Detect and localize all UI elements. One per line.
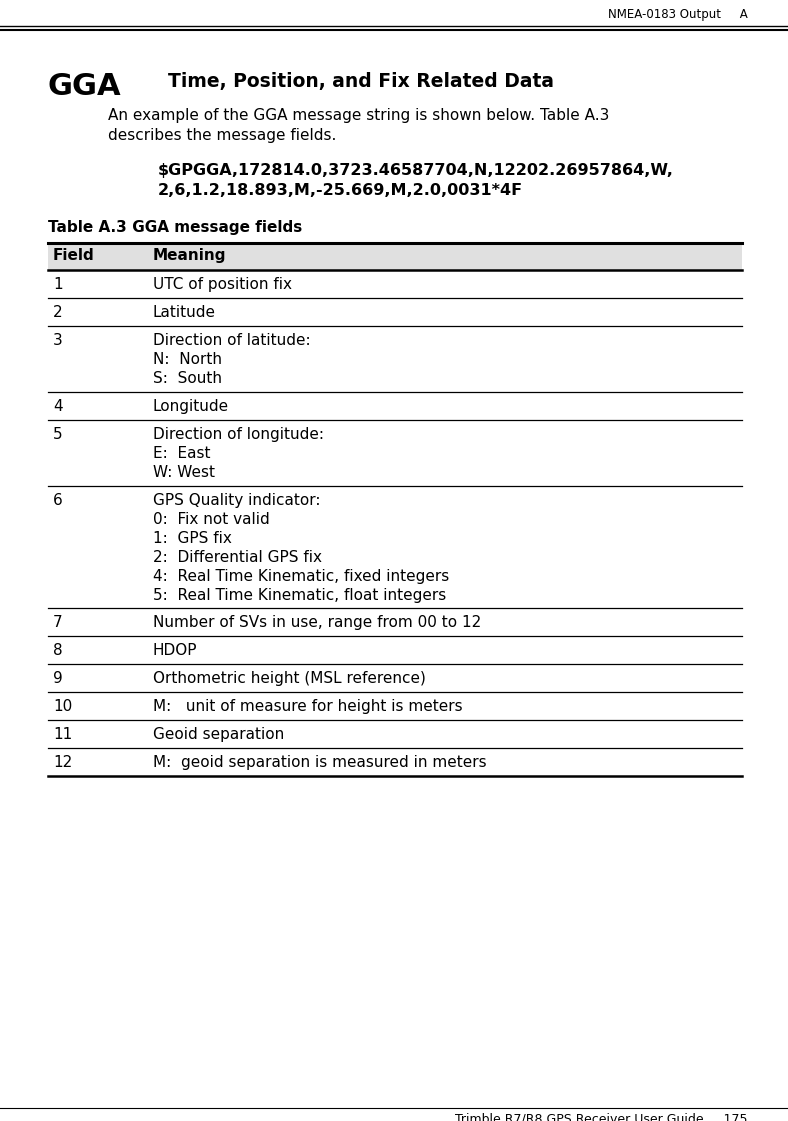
Text: Latitude: Latitude bbox=[153, 305, 216, 319]
Text: 11: 11 bbox=[53, 728, 72, 742]
Text: 1: 1 bbox=[53, 277, 62, 291]
Text: 5: 5 bbox=[53, 427, 62, 442]
Text: 12: 12 bbox=[53, 756, 72, 770]
Text: Time, Position, and Fix Related Data: Time, Position, and Fix Related Data bbox=[168, 72, 554, 91]
Text: 5:  Real Time Kinematic, float integers: 5: Real Time Kinematic, float integers bbox=[153, 589, 446, 603]
Text: 6: 6 bbox=[53, 493, 63, 508]
Text: GPS Quality indicator:: GPS Quality indicator: bbox=[153, 493, 321, 508]
Text: S:  South: S: South bbox=[153, 371, 222, 386]
Text: GGA message fields: GGA message fields bbox=[106, 220, 303, 235]
Text: W: West: W: West bbox=[153, 465, 215, 480]
Text: 3: 3 bbox=[53, 333, 63, 348]
Text: 4:  Real Time Kinematic, fixed integers: 4: Real Time Kinematic, fixed integers bbox=[153, 569, 449, 584]
Text: 1:  GPS fix: 1: GPS fix bbox=[153, 531, 232, 546]
Bar bbox=[48, 243, 742, 270]
Text: describes the message fields.: describes the message fields. bbox=[108, 128, 336, 143]
Text: E:  East: E: East bbox=[153, 446, 210, 461]
Text: 4: 4 bbox=[53, 399, 62, 414]
Text: Geoid separation: Geoid separation bbox=[153, 728, 284, 742]
Text: 2:  Differential GPS fix: 2: Differential GPS fix bbox=[153, 550, 322, 565]
Text: 2,6,1.2,18.893,M,-25.669,M,2.0,0031*4F: 2,6,1.2,18.893,M,-25.669,M,2.0,0031*4F bbox=[158, 183, 523, 198]
Text: 9: 9 bbox=[53, 671, 63, 686]
Text: Trimble R7/R8 GPS Receiver User Guide     175: Trimble R7/R8 GPS Receiver User Guide 17… bbox=[455, 1112, 748, 1121]
Text: An example of the GGA message string is shown below. Table A.3: An example of the GGA message string is … bbox=[108, 108, 609, 123]
Text: Number of SVs in use, range from 00 to 12: Number of SVs in use, range from 00 to 1… bbox=[153, 615, 481, 630]
Text: Field: Field bbox=[53, 248, 95, 263]
Text: Direction of longitude:: Direction of longitude: bbox=[153, 427, 324, 442]
Text: M:   unit of measure for height is meters: M: unit of measure for height is meters bbox=[153, 700, 463, 714]
Text: GGA: GGA bbox=[48, 72, 121, 101]
Text: $GPGGA,172814.0,3723.46587704,N,12202.26957864,W,: $GPGGA,172814.0,3723.46587704,N,12202.26… bbox=[158, 163, 674, 178]
Text: HDOP: HDOP bbox=[153, 643, 198, 658]
Text: 2: 2 bbox=[53, 305, 62, 319]
Text: Table A.3: Table A.3 bbox=[48, 220, 127, 235]
Text: Direction of latitude:: Direction of latitude: bbox=[153, 333, 310, 348]
Text: Longitude: Longitude bbox=[153, 399, 229, 414]
Text: 10: 10 bbox=[53, 700, 72, 714]
Text: M:  geoid separation is measured in meters: M: geoid separation is measured in meter… bbox=[153, 756, 487, 770]
Text: Meaning: Meaning bbox=[153, 248, 226, 263]
Text: 0:  Fix not valid: 0: Fix not valid bbox=[153, 512, 269, 527]
Text: UTC of position fix: UTC of position fix bbox=[153, 277, 292, 291]
Text: Orthometric height (MSL reference): Orthometric height (MSL reference) bbox=[153, 671, 426, 686]
Text: 7: 7 bbox=[53, 615, 62, 630]
Text: 8: 8 bbox=[53, 643, 62, 658]
Text: N:  North: N: North bbox=[153, 352, 222, 367]
Text: NMEA-0183 Output     A: NMEA-0183 Output A bbox=[608, 8, 748, 21]
